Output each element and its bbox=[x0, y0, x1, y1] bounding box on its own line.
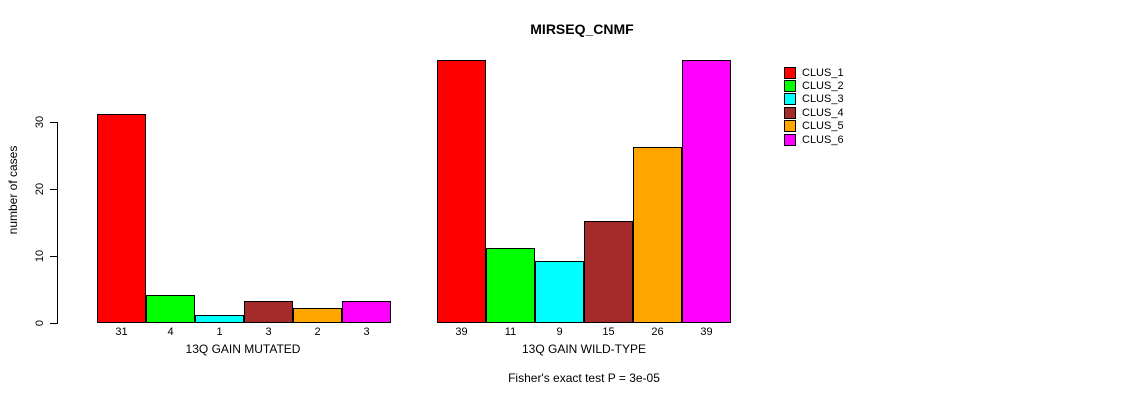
x-axis-group-label-mutated: 13Q GAIN MUTATED bbox=[185, 342, 301, 356]
y-tick-label: 10 bbox=[34, 249, 46, 263]
annotation-fisher-test: Fisher's exact test P = 3e-05 bbox=[508, 371, 660, 385]
y-tick bbox=[50, 189, 58, 190]
bar-clus_3-mutated bbox=[195, 315, 244, 323]
legend-label: CLUS_1 bbox=[802, 66, 844, 79]
bar-clus_6-mutated bbox=[342, 301, 391, 323]
legend-item-clus_2: CLUS_2 bbox=[784, 79, 844, 93]
legend-label: CLUS_5 bbox=[802, 120, 844, 133]
bar-clus_2-mutated bbox=[146, 295, 195, 323]
legend-swatch-clus_6 bbox=[784, 133, 796, 146]
bar-value-label: 11 bbox=[504, 326, 517, 338]
legend-swatch-clus_4 bbox=[784, 106, 796, 119]
bar-value-label: 3 bbox=[363, 326, 370, 338]
legend-item-clus_3: CLUS_3 bbox=[784, 93, 844, 106]
bar-clus_4-wild-type bbox=[584, 221, 633, 323]
y-tick bbox=[50, 323, 58, 324]
bar-clus_3-wild-type bbox=[535, 261, 584, 323]
y-tick-label: 0 bbox=[34, 319, 46, 327]
y-tick-label: 30 bbox=[34, 115, 46, 129]
y-axis-line bbox=[57, 122, 58, 324]
bar-value-label: 2 bbox=[314, 326, 321, 338]
bar-value-label: 4 bbox=[167, 326, 174, 338]
legend-item-clus_1: CLUS_1 bbox=[784, 66, 844, 79]
bar-value-label: 31 bbox=[115, 326, 128, 338]
bar-value-label: 1 bbox=[216, 326, 223, 338]
x-axis-group-label-wild-type: 13Q GAIN WILD-TYPE bbox=[521, 342, 647, 356]
bar-value-label: 3 bbox=[265, 326, 272, 338]
bar-clus_6-wild-type bbox=[682, 60, 731, 323]
legend-label: CLUS_4 bbox=[802, 106, 844, 119]
legend-item-clus_4: CLUS_4 bbox=[784, 106, 844, 119]
legend-swatch-clus_2 bbox=[784, 80, 796, 93]
legend: CLUS_1 CLUS_2 CLUS_3 CLUS_4 CLUS_5 CLUS_6 bbox=[784, 66, 844, 146]
bar-clus_2-wild-type bbox=[486, 248, 535, 323]
legend-swatch-clus_5 bbox=[784, 120, 796, 133]
bar-value-label: 26 bbox=[651, 326, 664, 338]
legend-item-clus_6: CLUS_6 bbox=[784, 133, 844, 146]
y-axis-label: number of cases bbox=[6, 145, 20, 235]
legend-label: CLUS_6 bbox=[802, 133, 844, 146]
bar-clus_1-wild-type bbox=[437, 60, 486, 323]
legend-swatch-clus_1 bbox=[784, 66, 796, 79]
y-tick bbox=[50, 122, 58, 123]
legend-label: CLUS_3 bbox=[802, 93, 844, 106]
bar-value-label: 9 bbox=[556, 326, 563, 338]
bar-value-label: 15 bbox=[602, 326, 615, 338]
bar-clus_1-mutated bbox=[97, 114, 146, 323]
legend-label: CLUS_2 bbox=[802, 80, 844, 93]
bar-value-label: 39 bbox=[700, 326, 713, 338]
legend-swatch-clus_3 bbox=[784, 93, 796, 106]
bar-value-label: 39 bbox=[455, 326, 468, 338]
bar-clus_5-mutated bbox=[293, 308, 342, 323]
chart-title: MIRSEQ_CNMF bbox=[530, 21, 634, 37]
bar-clus_4-mutated bbox=[244, 301, 293, 323]
legend-item-clus_5: CLUS_5 bbox=[784, 120, 844, 133]
y-tick-label: 20 bbox=[34, 182, 46, 196]
bar-clus_5-wild-type bbox=[633, 147, 682, 323]
y-tick bbox=[50, 256, 58, 257]
